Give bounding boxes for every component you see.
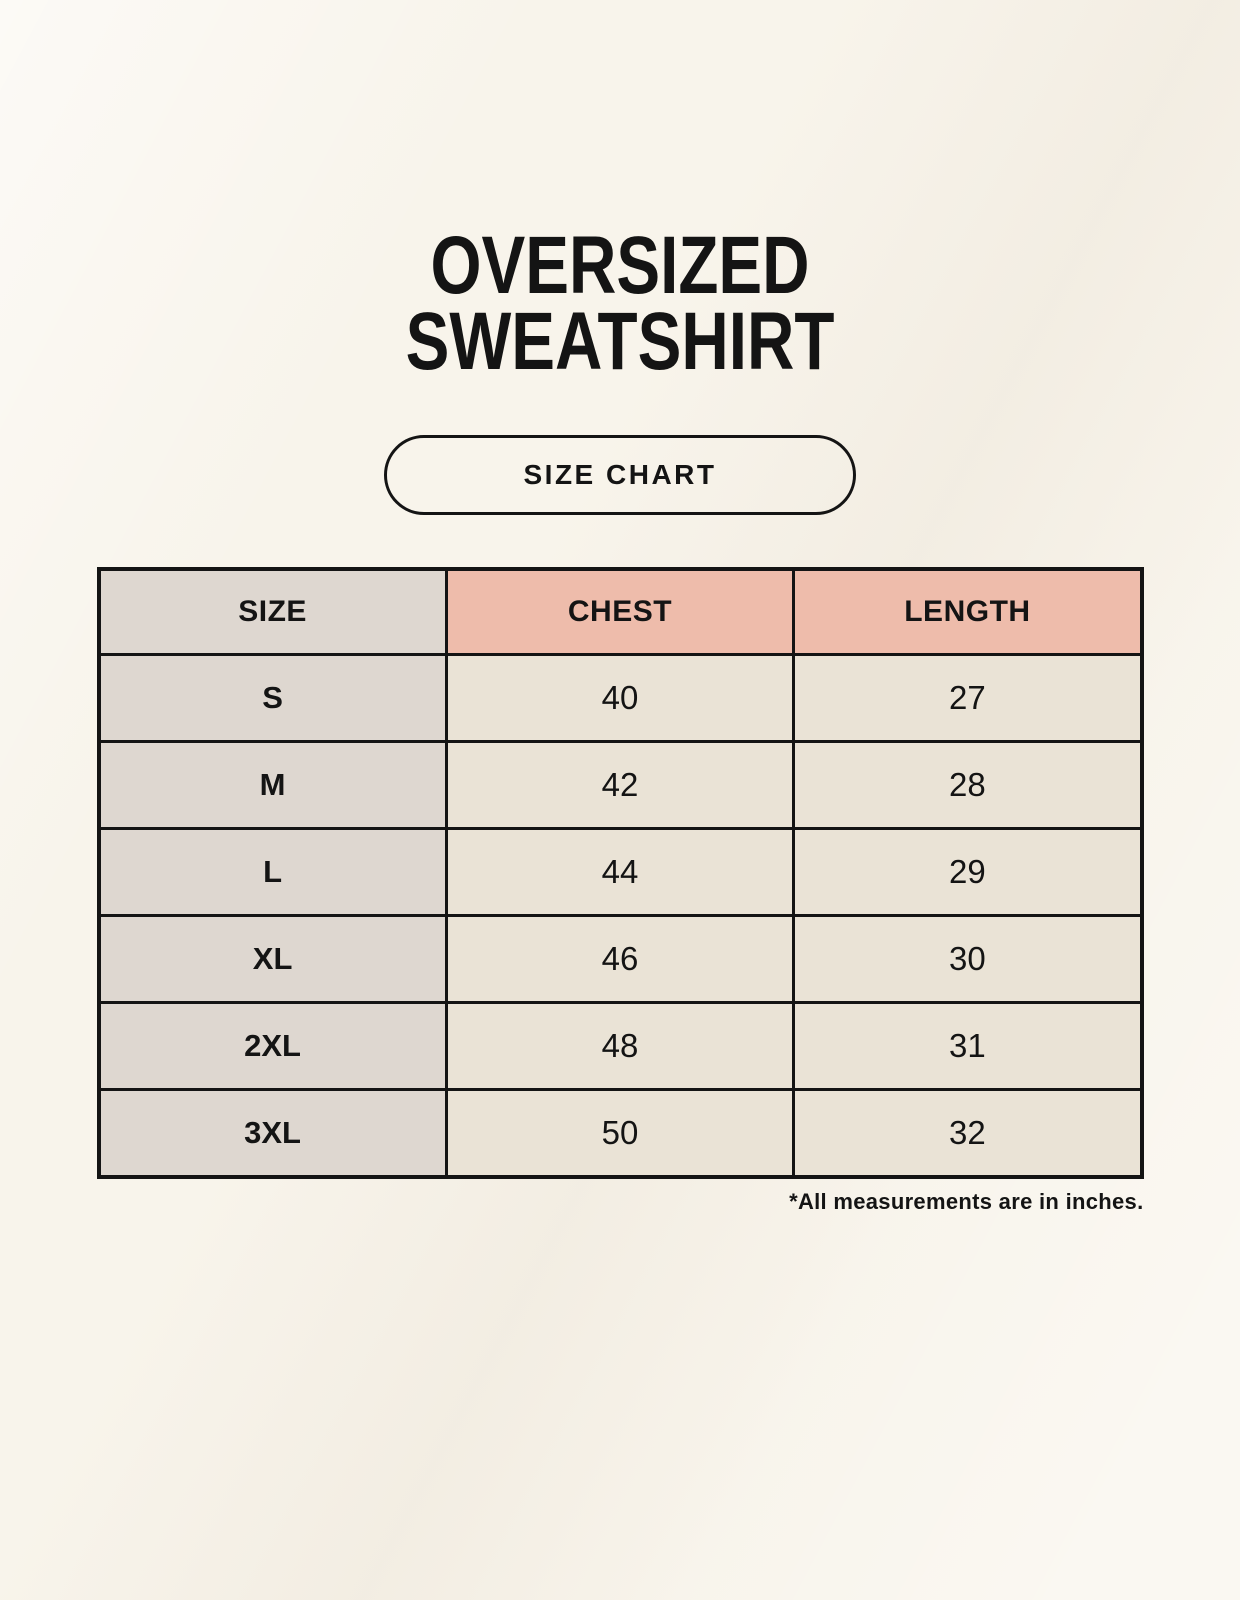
table-row-s: S 40 27 [97, 652, 1143, 743]
size-label: S [97, 652, 448, 743]
length-value: 30 [792, 913, 1143, 1004]
chest-value: 42 [444, 739, 796, 830]
table-row-2xl: 2XL 48 31 [97, 1000, 1143, 1091]
chest-value: 48 [444, 1000, 796, 1091]
chest-value: 40 [444, 652, 796, 743]
size-table-header: SIZE CHEST LENGTH [97, 567, 1143, 656]
size-label: 2XL [97, 1000, 448, 1091]
size-label: XL [97, 913, 448, 1004]
size-table-body: S 40 27 M 42 28 L 44 29 XL [97, 652, 1143, 1178]
title-line-2: SWEATSHIRT [405, 296, 835, 388]
size-label: 3XL [97, 1087, 448, 1178]
size-table: SIZE CHEST LENGTH S 40 27 M 42 28 [96, 566, 1144, 1179]
title-line-1: OVERSIZED [430, 220, 810, 311]
size-label: L [97, 826, 448, 917]
chest-value: 50 [444, 1087, 796, 1178]
table-row-l: L 44 29 [97, 826, 1143, 917]
chest-value: 44 [444, 826, 796, 917]
size-label: M [97, 739, 448, 830]
length-value: 28 [792, 739, 1143, 830]
table-row-m: M 42 28 [97, 739, 1143, 830]
table-row-xl: XL 46 30 [97, 913, 1143, 1004]
page-title: OVERSIZED SWEATSHIRT [405, 220, 835, 388]
measurements-footnote: *All measurements are in inches. [789, 1188, 1144, 1214]
chest-value: 46 [444, 913, 796, 1004]
length-value: 29 [792, 826, 1143, 917]
size-chart-badge: SIZE CHART [384, 434, 856, 515]
length-value: 31 [792, 1000, 1143, 1091]
length-value: 27 [792, 652, 1143, 743]
content-column: OVERSIZED SWEATSHIRT SIZE CHART SIZE CHE… [96, 220, 1144, 1215]
size-table-container: SIZE CHEST LENGTH S 40 27 M 42 28 [96, 566, 1144, 1215]
size-chart-badge-label: SIZE CHART [523, 458, 717, 490]
column-header-length: LENGTH [792, 567, 1143, 656]
table-row-3xl: 3XL 50 32 [97, 1087, 1143, 1178]
length-value: 32 [792, 1087, 1143, 1178]
header-row: SIZE CHEST LENGTH [97, 567, 1143, 656]
column-header-chest: CHEST [444, 567, 796, 656]
column-header-size: SIZE [97, 567, 448, 656]
